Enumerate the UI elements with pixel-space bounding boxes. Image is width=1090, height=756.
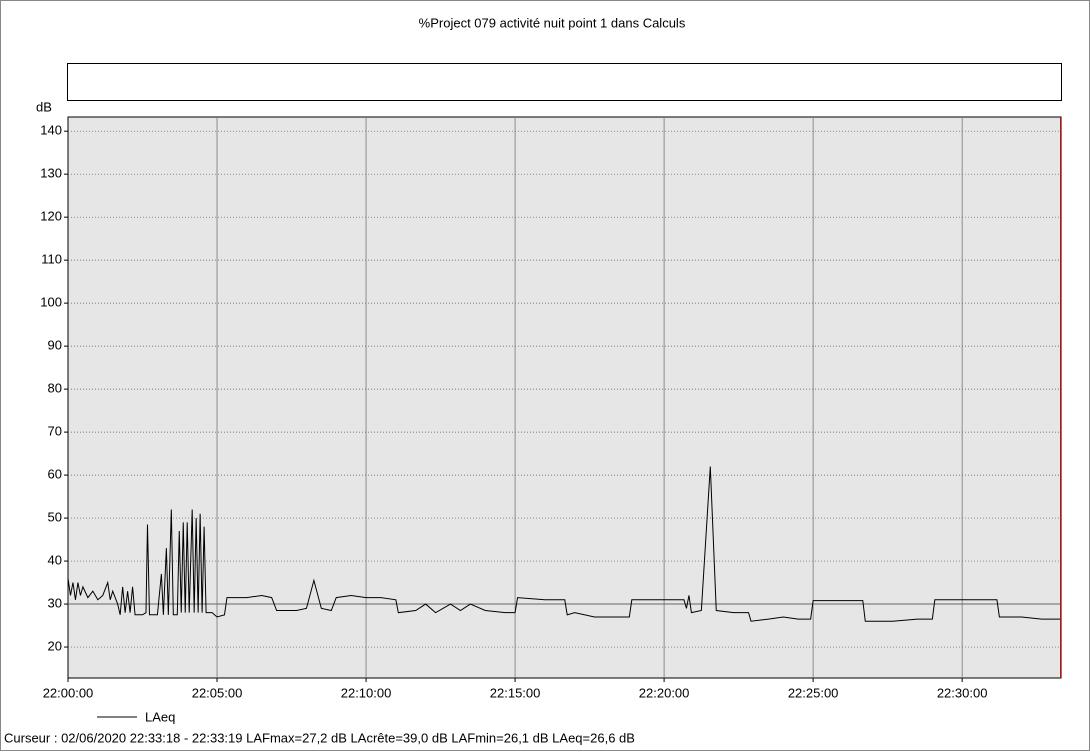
chart-title: %Project 079 activité nuit point 1 dans … bbox=[419, 15, 686, 30]
y-axis-label: dB bbox=[36, 99, 52, 114]
y-tick-label: 90 bbox=[48, 338, 62, 353]
x-tick-label: 22:05:00 bbox=[192, 685, 243, 700]
x-tick-label: 22:10:00 bbox=[341, 685, 392, 700]
cursor-info: Curseur : 02/06/2020 22:33:18 - 22:33:19… bbox=[4, 730, 635, 745]
y-tick-label: 20 bbox=[48, 638, 62, 653]
y-tick-label: 50 bbox=[48, 510, 62, 525]
plot-area bbox=[67, 116, 1062, 679]
y-tick-label: 140 bbox=[40, 123, 62, 138]
y-tick-label: 40 bbox=[48, 553, 62, 568]
x-tick-label: 22:00:00 bbox=[43, 685, 94, 700]
y-tick-label: 60 bbox=[48, 467, 62, 482]
y-tick-label: 70 bbox=[48, 424, 62, 439]
x-tick-label: 22:15:00 bbox=[490, 685, 541, 700]
data-line bbox=[67, 466, 1061, 622]
x-tick-label: 22:30:00 bbox=[937, 685, 988, 700]
y-tick-label: 30 bbox=[48, 595, 62, 610]
y-tick-label: 100 bbox=[40, 295, 62, 310]
y-tick-label: 130 bbox=[40, 166, 62, 181]
y-tick-label: 120 bbox=[40, 209, 62, 224]
x-tick-label: 22:25:00 bbox=[788, 685, 839, 700]
y-tick-label: 80 bbox=[48, 381, 62, 396]
info-box bbox=[67, 63, 1062, 101]
y-tick-label: 110 bbox=[41, 252, 62, 267]
x-tick-label: 22:20:00 bbox=[639, 685, 690, 700]
legend-label: LAeq bbox=[145, 709, 175, 724]
